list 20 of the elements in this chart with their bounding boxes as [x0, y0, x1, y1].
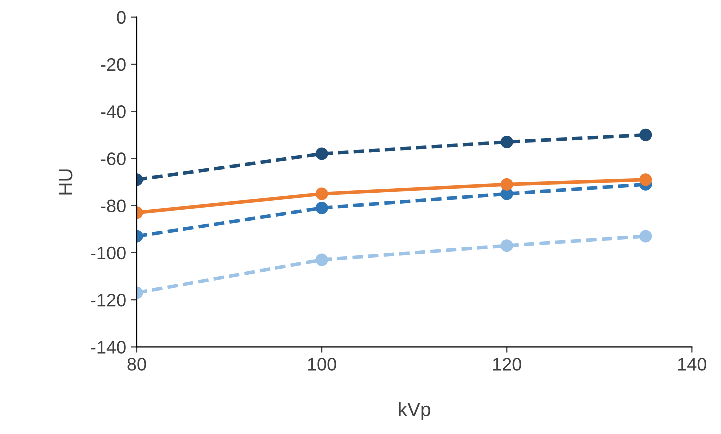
x-tick-label: 140 [678, 358, 707, 371]
point [500, 136, 514, 148]
point [640, 174, 652, 186]
point [500, 240, 514, 252]
x-tick-label: 120 [493, 358, 522, 371]
point [500, 178, 514, 191]
y-tick-label: -60 [101, 152, 126, 166]
point [640, 230, 652, 243]
point [640, 128, 652, 142]
y-tick-label: -80 [101, 200, 126, 213]
y-tick-label: -100 [91, 246, 126, 260]
y-axis-title: HU [59, 170, 73, 195]
x-tick-label: 100 [308, 358, 336, 371]
y-tick-label: -120 [91, 294, 126, 307]
x-tick-label: 80 [128, 358, 146, 371]
y-tick-label: -40 [101, 106, 126, 118]
y-tick-label: 0 [117, 11, 126, 24]
y-tick-label: -140 [91, 341, 126, 354]
y-tick-label: -20 [101, 58, 126, 72]
x-axis-title: kVp [399, 402, 431, 420]
